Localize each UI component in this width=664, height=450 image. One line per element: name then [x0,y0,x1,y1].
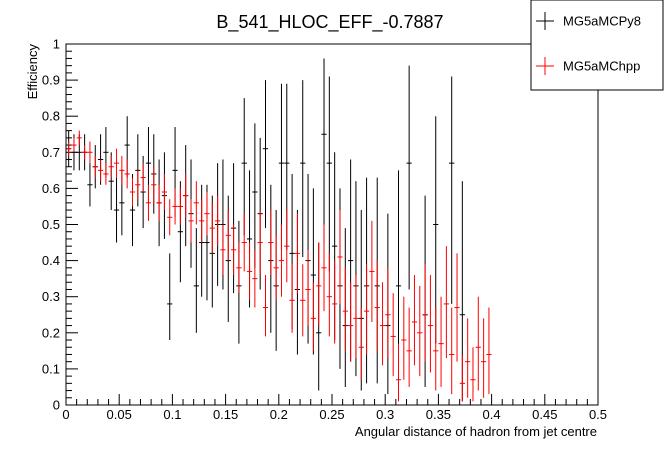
x-tick-label: 0.5 [589,407,607,422]
y-tick-label: 1 [53,37,60,52]
data-series [66,58,492,402]
legend: MG5aMCPy8 MG5aMChpp [530,0,664,91]
y-tick-label: 0.1 [42,361,60,376]
x-tick-label: 0.4 [483,407,501,422]
y-tick-label: 0.2 [42,325,60,340]
x-axis-ticks: 0 0.05 0.1 0.15 0.2 0.25 0.3 0.35 0.4 0.45 0.5 [62,394,607,422]
x-tick-label: 0.3 [376,407,394,422]
x-tick-label: 0.45 [532,407,557,422]
y-axis-title: Efficiency [25,44,40,100]
y-tick-label: 0.4 [42,253,60,268]
x-tick-label: 0 [62,407,69,422]
x-tick-label: 0.35 [426,407,451,422]
x-tick-label: 0.25 [319,407,344,422]
y-tick-label: 0.8 [42,109,60,124]
x-tick-label: 0.1 [163,407,181,422]
y-tick-label: 0.6 [42,181,60,196]
x-tick-label: 0.2 [270,407,288,422]
series-MG5aMChpp [66,130,492,402]
y-tick-label: 0.7 [42,145,60,160]
legend-box [530,0,664,91]
y-tick-label: 0.3 [42,289,60,304]
chart-title: B_541_HLOC_EFF_-0.7887 [216,12,443,33]
y-tick-label: 0.5 [42,217,60,232]
legend-label: MG5aMChpp [563,59,640,74]
y-tick-label: 0.9 [42,73,60,88]
y-axis-ticks: 0 0.1 0.2 0.3 0.4 0.5 0.6 0.7 0.8 0.9 1 [42,37,78,413]
y-tick-label: 0 [53,398,60,413]
x-axis-title: Angular distance of hadron from jet cent… [355,424,597,439]
x-tick-label: 0.05 [107,407,132,422]
legend-label: MG5aMCPy8 [563,14,641,29]
x-tick-label: 0.15 [213,407,238,422]
plot-frame [65,43,599,406]
